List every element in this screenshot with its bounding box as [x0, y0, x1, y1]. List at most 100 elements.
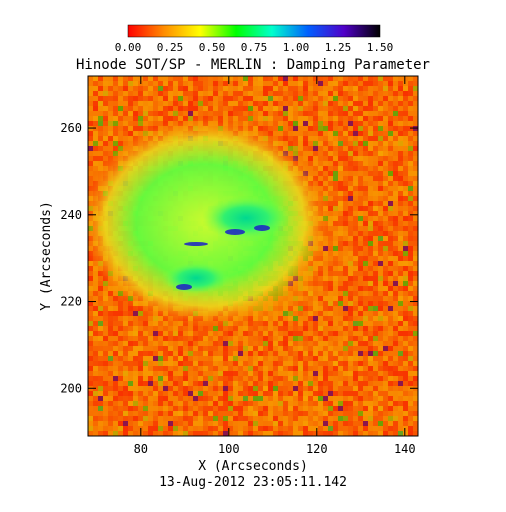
heatmap-cell	[298, 316, 303, 321]
heatmap-cell	[163, 371, 168, 376]
heatmap-cell	[303, 411, 308, 416]
heatmap-cell	[103, 426, 108, 431]
heatmap-cell	[303, 151, 308, 156]
heatmap-cell	[153, 76, 158, 81]
heatmap-cell	[398, 186, 403, 191]
heatmap-cell	[243, 391, 248, 396]
heatmap-cell	[88, 146, 93, 151]
heatmap-cell	[278, 326, 283, 331]
heatmap-cell	[318, 371, 323, 376]
heatmap-cell	[98, 121, 103, 126]
heatmap-cell	[398, 351, 403, 356]
heatmap-cell	[293, 391, 298, 396]
heatmap-cell	[348, 346, 353, 351]
heatmap-cell	[333, 121, 338, 126]
heatmap-cell	[293, 346, 298, 351]
heatmap-cell	[293, 321, 298, 326]
heatmap-cell	[268, 356, 273, 361]
heatmap-cell	[333, 326, 338, 331]
heatmap-cell	[198, 411, 203, 416]
heatmap-cell	[278, 321, 283, 326]
heatmap-cell	[268, 126, 273, 131]
heatmap-cell	[108, 111, 113, 116]
heatmap-cell	[148, 336, 153, 341]
heatmap-cell	[403, 381, 408, 386]
heatmap-cell	[328, 166, 333, 171]
heatmap-cell	[133, 326, 138, 331]
heatmap-cell	[133, 366, 138, 371]
heatmap-cell	[108, 431, 113, 436]
heatmap-cell	[113, 306, 118, 311]
heatmap-cell	[113, 381, 118, 386]
heatmap-cell	[373, 346, 378, 351]
heatmap-cell	[388, 256, 393, 261]
heatmap-cell	[248, 341, 253, 346]
heatmap-cell	[288, 126, 293, 131]
heatmap-cell	[283, 391, 288, 396]
colorbar-tick-label: 0.00	[115, 41, 142, 54]
heatmap-cell	[358, 161, 363, 166]
heatmap-cell	[383, 251, 388, 256]
heatmap-cell	[188, 411, 193, 416]
heatmap-cell	[193, 406, 198, 411]
heatmap-cell	[203, 346, 208, 351]
heatmap-cell	[378, 376, 383, 381]
heatmap-cell	[268, 411, 273, 416]
heatmap-cell	[98, 431, 103, 436]
heatmap-cell	[273, 411, 278, 416]
heatmap-cell	[408, 321, 413, 326]
heatmap-cell	[333, 306, 338, 311]
heatmap-cell	[343, 171, 348, 176]
heatmap-cell	[408, 91, 413, 96]
heatmap-cell	[108, 296, 113, 301]
heatmap-cell	[398, 311, 403, 316]
heatmap-cell	[408, 361, 413, 366]
heatmap-cell	[318, 316, 323, 321]
heatmap-cell	[388, 191, 393, 196]
heatmap-cell	[373, 321, 378, 326]
heatmap-cell	[148, 366, 153, 371]
heatmap-cell	[398, 166, 403, 171]
heatmap-cell	[333, 381, 338, 386]
heatmap-cell	[288, 81, 293, 86]
heatmap-cell	[353, 206, 358, 211]
heatmap-cell	[298, 136, 303, 141]
heatmap-cell	[353, 276, 358, 281]
heatmap-cell	[343, 206, 348, 211]
heatmap-cell	[413, 311, 418, 316]
heatmap-cell	[288, 426, 293, 431]
heatmap-cell	[358, 406, 363, 411]
heatmap-cell	[408, 246, 413, 251]
heatmap-cell	[148, 411, 153, 416]
heatmap-cell	[383, 416, 388, 421]
heatmap-cell	[313, 281, 318, 286]
heatmap-cell	[93, 301, 98, 306]
heatmap-cell	[303, 416, 308, 421]
heatmap-cell	[128, 346, 133, 351]
heatmap-cell	[403, 146, 408, 151]
heatmap-cell	[238, 331, 243, 336]
heatmap-cell	[303, 156, 308, 161]
heatmap-cell	[178, 386, 183, 391]
heatmap-cell	[163, 411, 168, 416]
heatmap-cell	[313, 421, 318, 426]
heatmap-cell	[333, 146, 338, 151]
heatmap-cell	[233, 106, 238, 111]
heatmap-cell	[373, 141, 378, 146]
heatmap-cell	[338, 421, 343, 426]
heatmap-cell	[143, 81, 148, 86]
heatmap-cell	[183, 391, 188, 396]
heatmap-cell	[293, 146, 298, 151]
heatmap-cell	[228, 91, 233, 96]
heatmap-cell	[393, 301, 398, 306]
heatmap-cell	[278, 371, 283, 376]
heatmap-cell	[348, 171, 353, 176]
heatmap-cell	[223, 411, 228, 416]
heatmap-cell	[333, 161, 338, 166]
heatmap-cell	[143, 316, 148, 321]
heatmap-cell	[343, 101, 348, 106]
heatmap-cell	[353, 391, 358, 396]
heatmap-cell	[333, 416, 338, 421]
heatmap-cell	[303, 421, 308, 426]
heatmap-cell	[343, 416, 348, 421]
